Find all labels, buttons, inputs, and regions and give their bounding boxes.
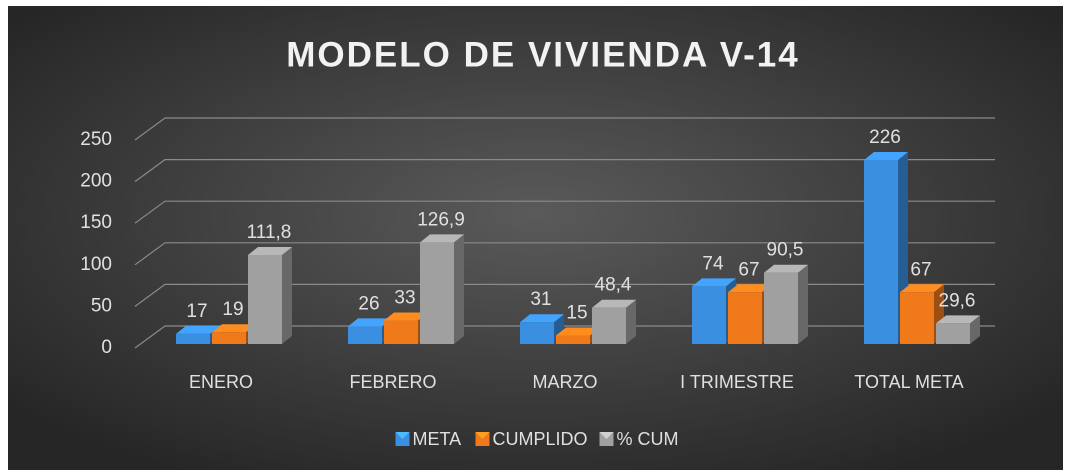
grid-line bbox=[134, 117, 995, 141]
bar bbox=[420, 242, 454, 344]
y-tick-label: 100 bbox=[80, 254, 112, 275]
y-tick-label: 250 bbox=[80, 129, 112, 150]
chart-title: MODELO DE VIVIENDA V-14 bbox=[286, 35, 799, 74]
value-label: 126,9 bbox=[417, 209, 465, 230]
bar-top bbox=[176, 325, 220, 334]
bar-top bbox=[592, 299, 636, 308]
legend-swatch-top bbox=[599, 432, 614, 439]
y-tick-label: 50 bbox=[91, 295, 112, 316]
x-tick-label: ENERO bbox=[189, 372, 253, 392]
legend-label: META bbox=[413, 429, 462, 449]
bar-top bbox=[864, 151, 908, 160]
bar-side bbox=[626, 299, 636, 344]
bar bbox=[520, 322, 554, 344]
bar-top bbox=[248, 246, 292, 255]
value-label: 31 bbox=[530, 289, 551, 310]
x-tick-label: I TRIMESTRE bbox=[680, 372, 794, 392]
grid-line bbox=[134, 242, 995, 266]
bar bbox=[176, 333, 210, 344]
bar-side bbox=[282, 246, 292, 344]
bar-side bbox=[798, 264, 808, 344]
legend-swatch-top bbox=[395, 432, 410, 439]
x-tick-label: TOTAL META bbox=[854, 372, 963, 392]
bar-top bbox=[384, 312, 428, 321]
value-label: 19 bbox=[222, 299, 243, 320]
bar bbox=[212, 332, 246, 344]
bar bbox=[692, 286, 726, 344]
x-tick-label: MARZO bbox=[533, 372, 598, 392]
legend-label: % CUM bbox=[617, 429, 679, 449]
legend-label: CUMPLIDO bbox=[493, 429, 588, 449]
y-tick-label: 150 bbox=[80, 212, 112, 233]
value-label: 67 bbox=[738, 259, 759, 280]
bar-side bbox=[454, 234, 464, 344]
bar-side bbox=[970, 315, 980, 344]
grid-line bbox=[134, 159, 995, 183]
bar bbox=[384, 320, 418, 344]
bar-top bbox=[520, 314, 564, 323]
value-label: 74 bbox=[702, 253, 724, 274]
bar bbox=[936, 323, 970, 344]
value-label: 111,8 bbox=[247, 222, 292, 243]
bar-top bbox=[936, 315, 980, 324]
value-label: 33 bbox=[394, 288, 415, 309]
bar-top bbox=[348, 318, 392, 327]
legend-swatch-top bbox=[475, 432, 490, 439]
bar bbox=[900, 292, 934, 344]
bar-top bbox=[692, 278, 736, 287]
value-label: 15 bbox=[566, 303, 587, 324]
value-label: 90,5 bbox=[767, 240, 804, 261]
bar-top bbox=[212, 324, 256, 333]
value-label: 26 bbox=[358, 293, 379, 314]
y-tick-label: 0 bbox=[101, 337, 112, 358]
grid-line bbox=[134, 200, 995, 224]
value-label: 67 bbox=[910, 259, 931, 280]
bar-top bbox=[556, 327, 600, 336]
value-label: 48,4 bbox=[595, 275, 632, 296]
bar-top bbox=[420, 234, 464, 243]
value-label: 226 bbox=[869, 127, 901, 148]
bar bbox=[248, 254, 282, 344]
bar bbox=[348, 326, 382, 344]
bar-top bbox=[900, 284, 944, 293]
bar bbox=[556, 335, 590, 344]
bar-top bbox=[728, 284, 772, 293]
bar bbox=[764, 272, 798, 344]
y-tick-label: 200 bbox=[80, 171, 112, 192]
bar bbox=[592, 307, 626, 344]
bar bbox=[728, 292, 762, 344]
value-label: 29,6 bbox=[939, 290, 976, 311]
x-tick-label: FEBRERO bbox=[349, 372, 436, 392]
value-label: 17 bbox=[186, 301, 207, 322]
bar-top bbox=[764, 264, 808, 273]
bar bbox=[864, 159, 898, 344]
